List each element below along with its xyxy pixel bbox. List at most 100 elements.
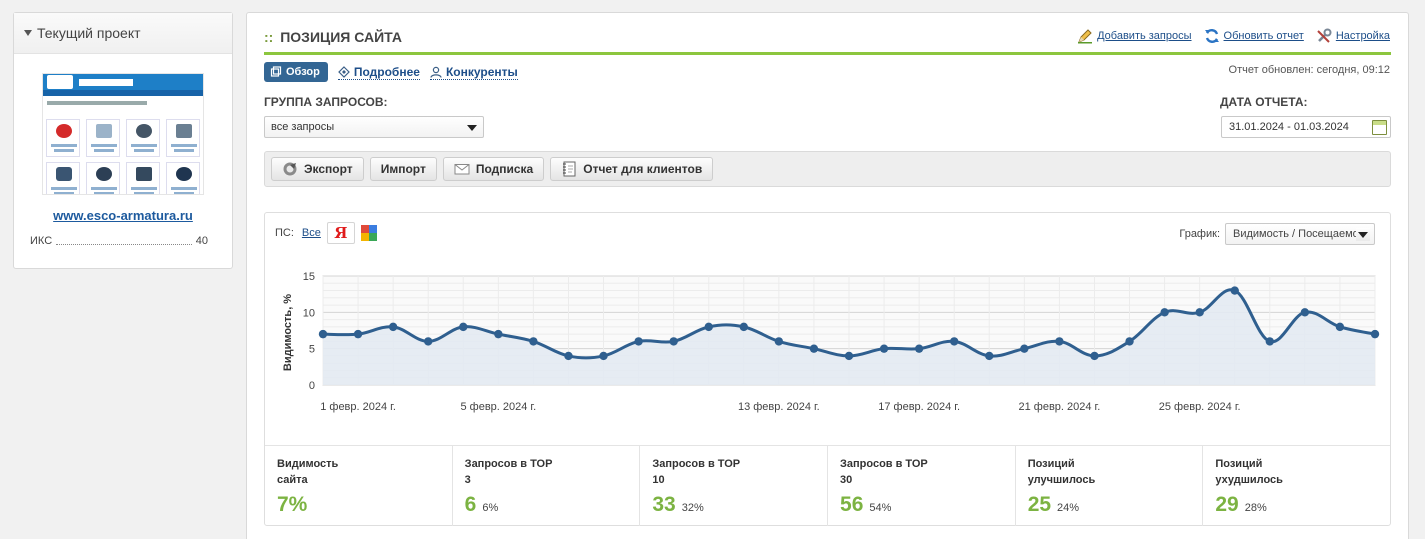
y-tick-label: 15	[303, 271, 315, 283]
data-point[interactable]	[1090, 351, 1099, 361]
data-point[interactable]	[809, 344, 819, 353]
data-point[interactable]	[564, 351, 573, 361]
data-point[interactable]	[669, 337, 678, 346]
x-tick-label: 17 февр. 2024 г.	[878, 401, 960, 413]
notebook-icon	[561, 161, 577, 177]
data-point[interactable]	[1195, 308, 1204, 317]
calendar-icon[interactable]	[1372, 120, 1387, 135]
subscribe-button[interactable]: Подписка	[442, 157, 545, 181]
dropdown-arrow-icon[interactable]	[1356, 228, 1370, 241]
stat-percent: 54%	[869, 502, 892, 514]
y-tick-label: 5	[309, 344, 315, 356]
export-button[interactable]: Экспорт	[271, 157, 364, 181]
visibility-chart-box: ПС: Все Я График: Видимость / Посещаемо …	[264, 212, 1391, 526]
data-point[interactable]	[914, 344, 924, 353]
tab-competitors[interactable]: Конкуренты	[429, 65, 518, 80]
data-point[interactable]	[1055, 337, 1064, 346]
data-point[interactable]	[494, 329, 503, 339]
stat-value: 33	[652, 493, 676, 516]
summary-stats: Видимость сайта 7% Запросов в ТОР 3 6 6% Запр…	[265, 445, 1390, 526]
stat-percent: 32%	[681, 502, 704, 514]
data-point[interactable]	[704, 322, 713, 332]
dotted-leader	[56, 243, 192, 245]
data-point[interactable]	[1370, 329, 1380, 339]
site-thumbnail[interactable]	[42, 73, 204, 195]
data-point[interactable]	[774, 337, 784, 346]
data-point[interactable]	[318, 329, 328, 339]
client-report-button[interactable]: Отчет для клиентов	[550, 157, 714, 181]
data-point[interactable]	[844, 351, 854, 361]
report-updated-text: Отчет обновлен: сегодня, 09:12	[1228, 64, 1390, 76]
stat-percent: 24%	[1057, 502, 1080, 514]
data-point[interactable]	[985, 351, 994, 361]
title-prefix: ::	[264, 29, 274, 45]
stat-card: Запросов в ТОР 10 33 32%	[640, 446, 829, 526]
data-point[interactable]	[1230, 286, 1239, 295]
google-icon[interactable]	[360, 225, 377, 241]
data-point[interactable]	[1265, 337, 1274, 346]
import-button[interactable]: Импорт	[369, 157, 437, 181]
data-point[interactable]	[424, 337, 433, 346]
iks-label: ИКС	[30, 235, 53, 247]
stat-value: 56	[840, 493, 864, 516]
query-group-select[interactable]: все запросы	[264, 116, 484, 138]
query-group-label: ГРУППА ЗАПРОСОВ:	[264, 95, 388, 109]
tab-overview[interactable]: Обзор	[264, 62, 328, 82]
tab-details[interactable]: Подробнее	[337, 64, 420, 80]
data-point[interactable]	[388, 322, 398, 332]
report-date-input[interactable]: 31.01.2024 - 01.03.2024	[1221, 116, 1391, 138]
project-site-link[interactable]: www.esco-armatura.ru	[53, 208, 193, 223]
data-point[interactable]	[950, 337, 959, 346]
export-label: Экспорт	[304, 162, 353, 176]
x-tick-label: 25 февр. 2024 г.	[1159, 401, 1241, 413]
stat-values: 33 32%	[652, 493, 827, 517]
stat-percent: 28%	[1244, 502, 1267, 514]
page-title-text: ПОЗИЦИЯ САЙТА	[280, 29, 402, 45]
graph-label: График:	[1179, 228, 1220, 240]
user-icon	[430, 66, 442, 78]
add-queries-link[interactable]: Добавить запросы	[1077, 28, 1192, 44]
stat-card: Видимость сайта 7%	[265, 446, 453, 526]
refresh-report-label: Обновить отчет	[1223, 30, 1304, 42]
export-icon	[282, 161, 298, 177]
stat-label: Видимость сайта	[277, 458, 339, 486]
refresh-icon	[1204, 28, 1220, 44]
graph-type-value: Видимость / Посещаемо	[1233, 228, 1359, 240]
graph-type-control: График: Видимость / Посещаемо	[1179, 223, 1375, 245]
data-point[interactable]	[634, 337, 643, 346]
data-point[interactable]	[1300, 308, 1310, 317]
refresh-report-link[interactable]: Обновить отчет	[1204, 28, 1304, 44]
report-date-value: 31.01.2024 - 01.03.2024	[1229, 121, 1349, 133]
current-project-title: Текущий проект	[37, 25, 141, 41]
tools-icon	[1316, 28, 1332, 44]
stat-card: Запросов в ТОР 30 56 54%	[828, 446, 1016, 526]
dropdown-arrow-icon[interactable]	[465, 121, 479, 134]
graph-type-select[interactable]: Видимость / Посещаемо	[1225, 223, 1375, 245]
data-point[interactable]	[529, 337, 538, 346]
data-point[interactable]	[599, 351, 608, 361]
stat-label: Запросов в ТОР 10	[652, 458, 741, 486]
envelope-icon	[454, 161, 470, 177]
settings-link[interactable]: Настройка	[1316, 28, 1390, 44]
ps-all-link[interactable]: Все	[301, 227, 321, 239]
data-point[interactable]	[1335, 322, 1345, 332]
y-tick-label: 10	[303, 307, 315, 319]
report-toolbar: Экспорт Импорт Подписка Отчет для клиент…	[264, 151, 1391, 187]
data-point[interactable]	[879, 344, 889, 353]
top-actions: Добавить запросы Обновить отчет Настройк…	[1077, 28, 1390, 44]
yandex-icon[interactable]: Я	[326, 222, 355, 244]
tab-details-label: Подробнее	[353, 64, 420, 79]
subscribe-label: Подписка	[475, 162, 534, 176]
current-project-header[interactable]: Текущий проект	[14, 13, 232, 54]
y-axis-label: Видимость, %	[282, 294, 294, 371]
data-point[interactable]	[739, 322, 748, 332]
diamond-icon	[337, 65, 350, 78]
data-point[interactable]	[459, 322, 468, 332]
data-point[interactable]	[353, 329, 363, 339]
stat-values: 7%	[277, 493, 452, 517]
data-point[interactable]	[1160, 308, 1169, 317]
title-underline	[264, 52, 1391, 55]
data-point[interactable]	[1020, 344, 1029, 353]
collapse-triangle-icon[interactable]	[24, 30, 32, 36]
data-point[interactable]	[1125, 337, 1134, 346]
